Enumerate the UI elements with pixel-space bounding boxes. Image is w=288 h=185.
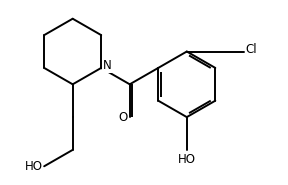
- Text: Cl: Cl: [245, 43, 257, 56]
- Text: N: N: [103, 59, 112, 72]
- Text: HO: HO: [178, 153, 196, 166]
- Text: O: O: [119, 111, 128, 124]
- Text: HO: HO: [24, 160, 43, 173]
